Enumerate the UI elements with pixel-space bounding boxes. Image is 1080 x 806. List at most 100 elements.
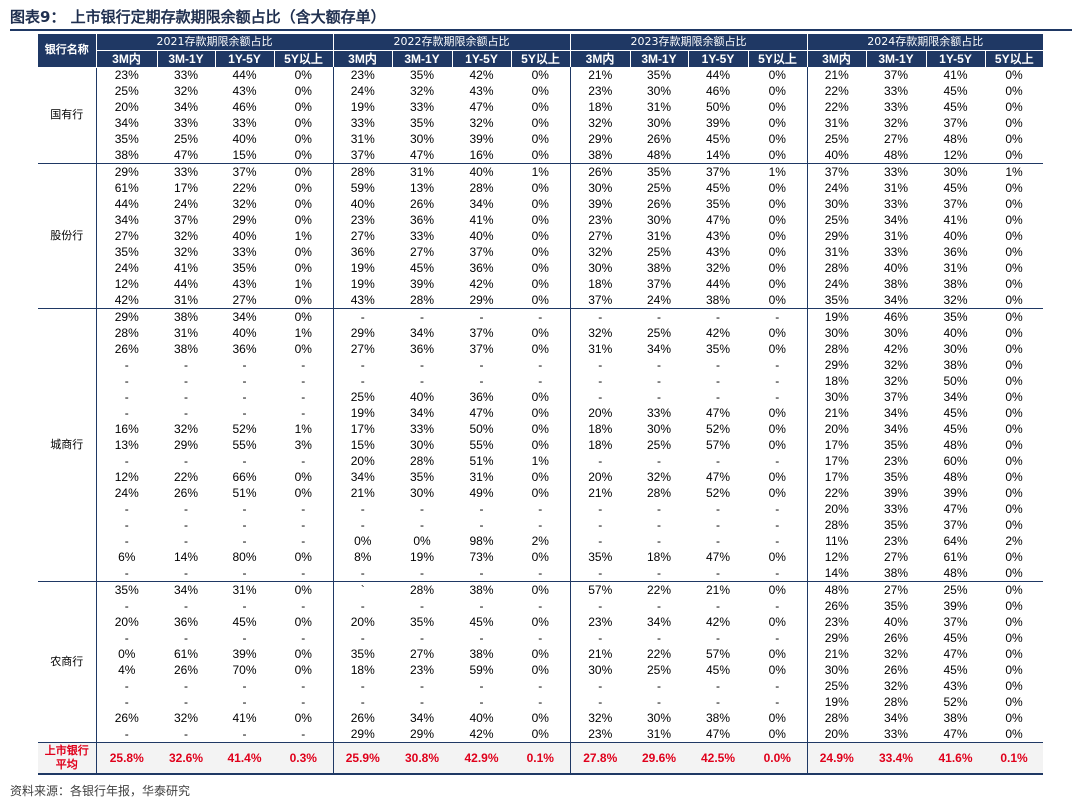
table-cell: 23% [95,67,157,83]
table-cell: 24% [173,197,199,211]
table-cell: 39% [409,277,435,291]
table-cell: 0% [95,646,157,662]
table-cell: 0% [332,533,392,549]
table-cell: 22% [173,470,199,484]
table-cell: 35% [705,342,731,356]
table-cell: 35% [883,470,909,484]
table-cell: 15% [215,147,274,164]
table-cell: - [657,599,661,613]
table-cell: 32% [232,197,257,211]
table-cell: - [716,534,720,548]
table-cell: 25% [646,245,672,259]
table-cell: 47% [688,726,748,743]
table-cell: 18% [646,550,672,564]
table-cell: 19% [806,308,866,325]
table-cell: 47% [469,406,494,420]
table-cell: 0% [1005,100,1023,114]
table-cell: 51% [232,486,257,500]
table-cell: - [479,599,484,613]
table-cell: 3% [294,438,312,452]
year-header-2023: 2023存款期限余额占比 [569,34,807,51]
table-cell: 24% [630,292,688,309]
table-cell: 0% [1005,342,1023,356]
table-cell: 0% [294,310,312,324]
table-cell: - [775,599,780,613]
table-cell: 28% [95,325,157,341]
table-cell: 37% [469,326,494,340]
table-cell: 26% [95,710,157,726]
table-cell: 0% [1005,518,1023,532]
table-cell: 47% [926,726,985,743]
table-cell: - [95,678,157,694]
table-cell: - [215,565,274,582]
table-cell: - [775,631,780,645]
table-cell: 30% [646,84,672,98]
table-cell: 8% [332,549,392,565]
table-cell: - [569,389,630,405]
table-cell: 1% [294,229,312,243]
table-cell: 16% [95,421,157,437]
table-cell: 24% [806,276,866,292]
table-row: 6% 14% 80% 0% 8% 19% 73% 0% 35% 18% 47% 0% 12% 27% 61%… [38,549,1043,565]
table-row: 13% 29% 55% 3% 15% 30% 55% 0% 18% 25% 57% 0% 17% 35% 4… [38,437,1043,453]
table-cell: 0% [1005,358,1023,372]
table-cell: - [569,694,630,710]
table-cell: 43% [943,679,968,693]
table-cell: 23% [806,614,866,630]
subheader-2-3: 5Y以上 [747,50,807,67]
table-cell: 0% [531,100,549,114]
table-cell: 31% [883,181,909,195]
table-row: 25% 32% 43% 0% 24% 32% 43% 0% 23% 30% 46% 0% 22% 33% 4… [38,83,1043,99]
table-cell: - [332,501,392,517]
table-cell: 0% [768,197,786,211]
table-cell: - [420,518,424,532]
table-cell: 0% [748,726,807,743]
table-cell: - [716,454,720,468]
table-cell: 42% [883,342,909,356]
average-cell: 0.0% [748,742,807,775]
table-cell: 21% [569,646,630,662]
table-cell: 45% [705,663,731,677]
table-cell: 48% [806,581,866,598]
table-cell: - [657,454,661,468]
table-cell: 0% [531,711,549,725]
table-cell: - [184,390,188,404]
table-cell: 33% [866,726,926,743]
table-cell: 38% [469,583,494,597]
table-cell: 61% [943,550,968,564]
table-cell: 25% [646,181,672,195]
table-cell: 29% [806,228,866,244]
table-cell: 0% [768,84,786,98]
table-cell: 20% [806,501,866,517]
table-cell: 35% [883,438,909,452]
bank-name-header: 银行名称 [38,34,96,68]
table-cell: 34% [943,390,968,404]
table-cell: 30% [646,116,672,130]
table-cell: 29% [173,438,199,452]
table-cell: 0% [768,132,786,146]
table-cell: 47% [705,550,731,564]
table-cell: 29% [806,357,866,373]
table-cell: 1% [1005,165,1023,179]
table-cell: - [538,679,543,693]
table-cell: 36% [173,615,199,629]
subheader-1-1: 3M-1Y [391,50,452,67]
table-cell: - [569,630,630,646]
table-cell: 0% [1005,454,1023,468]
table-row: 24% 41% 35% 0% 19% 45% 36% 0% 30% 38% 32% 0% 28% 40% 3… [38,260,1043,276]
table-cell: 52% [232,422,257,436]
table-cell: - [301,518,306,532]
table-cell: 32% [883,358,909,372]
table-cell: 32% [569,325,630,341]
table-cell: 0% [531,647,549,661]
table-cell: 1% [531,454,549,468]
table-cell: 34% [232,310,257,324]
table-cell: 27% [883,550,909,564]
table-cell: 0% [294,181,312,195]
table-cell: - [688,565,748,582]
table-cell: 25% [95,83,157,99]
table-cell: - [301,631,306,645]
table-cell: 0% [531,663,549,677]
table-cell: 38% [469,647,494,661]
table-row: - - - - - - - - - - - - 19% 28% 52% 0% [38,694,1043,710]
